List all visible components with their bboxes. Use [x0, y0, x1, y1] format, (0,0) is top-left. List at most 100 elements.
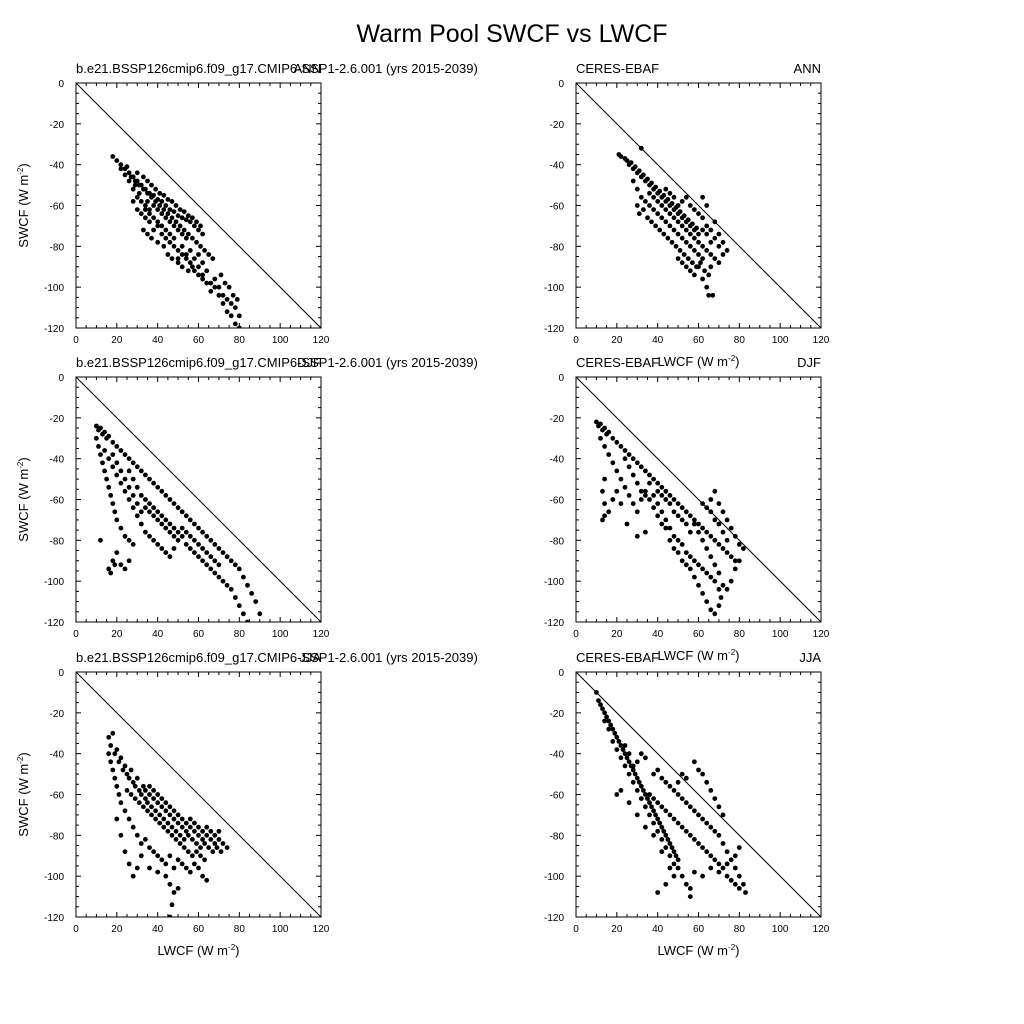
scatter-point	[112, 775, 118, 781]
scatter-point	[161, 192, 167, 198]
scatter-point	[679, 873, 685, 879]
scatter-point	[183, 828, 189, 834]
scatter-point	[122, 488, 128, 494]
scatter-point	[679, 260, 685, 266]
scatter-point	[163, 550, 169, 555]
scatter-point	[163, 873, 169, 879]
scatter-point	[616, 739, 622, 744]
scatter-point	[736, 873, 742, 879]
scatter-point	[606, 718, 612, 724]
x-tick-label: 100	[772, 924, 789, 935]
panel-left-label: CERES-EBAF	[576, 61, 659, 76]
scatter-point	[690, 221, 695, 227]
scatter-point	[667, 537, 673, 543]
scatter-point	[596, 698, 601, 703]
scatter-point	[602, 476, 607, 482]
scatter-point	[732, 853, 738, 859]
scatter-point	[138, 199, 144, 204]
scatter-point	[708, 607, 714, 613]
scatter-point	[716, 869, 722, 875]
scatter-point	[130, 476, 136, 482]
scatter-point	[147, 476, 152, 482]
scatter-point	[700, 194, 705, 200]
scatter-point	[130, 460, 136, 466]
scatter-point	[618, 755, 624, 761]
y-tick-label: -20	[550, 120, 565, 131]
scatter-point	[136, 788, 142, 793]
scatter-point	[655, 767, 661, 773]
scatter-point	[177, 207, 183, 213]
reference-line	[75, 376, 322, 623]
scatter-point	[659, 837, 665, 842]
scatter-point	[692, 517, 697, 523]
scatter-point	[618, 444, 624, 449]
scatter-point	[732, 881, 738, 887]
scatter-point	[620, 747, 626, 752]
scatter-point	[169, 824, 175, 830]
scatter-point	[116, 759, 122, 765]
scatter-point	[177, 841, 183, 846]
scatter-point	[210, 256, 216, 261]
scatter-point	[687, 243, 693, 249]
scatter-point	[741, 546, 746, 551]
scatter-point	[151, 796, 157, 801]
scatter-point	[647, 480, 652, 486]
scatter-point	[675, 857, 681, 863]
scatter-point	[232, 321, 238, 327]
scatter-point	[208, 280, 214, 286]
scatter-point	[222, 280, 228, 286]
scatter-point	[663, 808, 669, 814]
scatter-point	[655, 828, 661, 834]
scatter-point	[167, 812, 173, 818]
scatter-point	[622, 743, 628, 748]
scatter-point	[143, 497, 148, 502]
scatter-point	[124, 771, 130, 777]
y-tick-label: 0	[58, 668, 64, 679]
scatter-point	[175, 505, 181, 511]
scatter-point	[167, 219, 173, 225]
scatter-point	[638, 783, 644, 789]
scatter-point	[671, 533, 677, 539]
panel-right-label: JJA	[299, 650, 321, 665]
scatter-point	[245, 582, 250, 588]
panel-jja-obs: CERES-EBAF JJA 0 20 40 60 80 100 120 0 -20 -40 -60 -8…	[544, 650, 830, 958]
scatter-point	[183, 542, 189, 547]
scatter-point	[175, 227, 181, 233]
scatter-point	[114, 816, 120, 822]
scatter-point	[181, 837, 187, 842]
scatter-point	[134, 170, 140, 176]
scatter-point	[700, 591, 705, 596]
scatter-point	[667, 841, 673, 846]
scatter-point	[638, 497, 644, 502]
scatter-point	[149, 804, 154, 810]
scatter-point	[155, 223, 161, 229]
scatter-point	[130, 824, 136, 830]
scatter-point	[171, 816, 177, 822]
scatter-point	[675, 550, 681, 555]
x-tick-label: 120	[813, 335, 830, 346]
scatter-point	[614, 792, 620, 797]
scatter-point	[151, 849, 157, 855]
scatter-point	[677, 209, 683, 215]
scatter-point	[147, 792, 152, 797]
scatter-point	[175, 820, 181, 826]
scatter-point	[198, 853, 203, 859]
panel-jja-model: b.e21.BSSP126cmip6.f09_g17.CMIP6-SSP1-2.…	[16, 650, 478, 958]
scatter-point	[651, 820, 656, 826]
scatter-point	[679, 824, 685, 830]
scatter-point	[643, 824, 648, 830]
scatter-point	[159, 223, 165, 229]
panel-left-label: CERES-EBAF	[576, 355, 659, 370]
x-tick-label: 0	[73, 335, 79, 346]
scatter-point	[651, 505, 656, 511]
scatter-point	[602, 501, 607, 506]
scatter-point	[159, 546, 165, 551]
scatter-point	[643, 488, 648, 494]
scatter-point	[143, 207, 148, 213]
scatter-point	[165, 197, 171, 202]
scatter-point	[683, 800, 689, 806]
scatter-point	[610, 726, 616, 732]
y-tick-label: -40	[50, 161, 65, 172]
scatter-point	[683, 521, 689, 527]
scatter-point	[143, 529, 148, 535]
